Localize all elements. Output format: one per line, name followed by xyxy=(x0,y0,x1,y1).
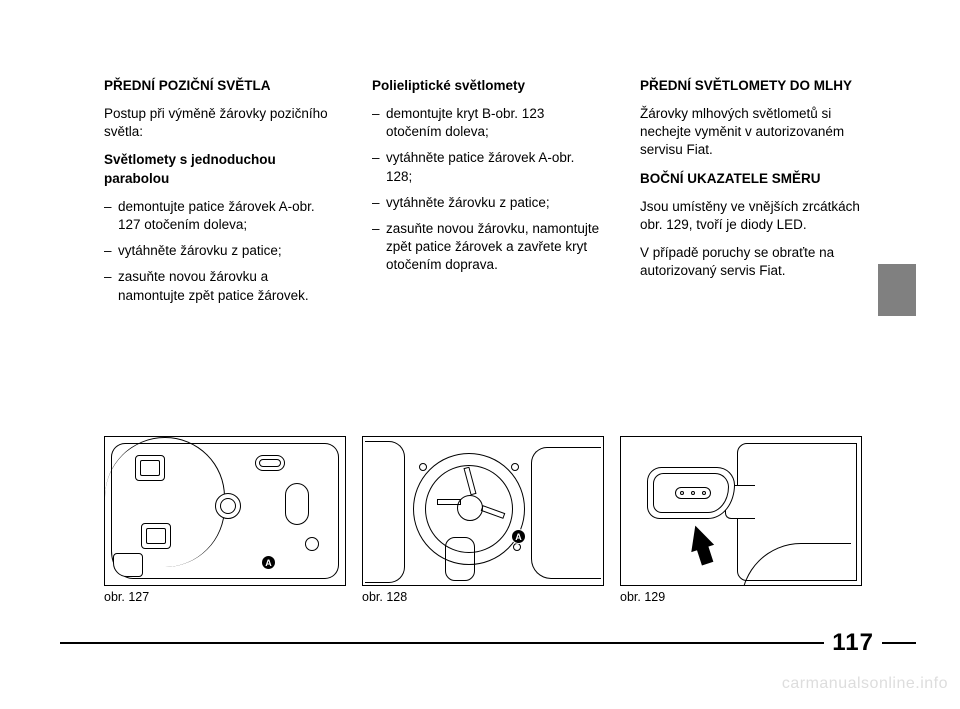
col3-heading: PŘEDNÍ SVĚTLOMETY DO MLHY xyxy=(640,78,870,95)
col3-p3: V případě poruchy se obraťte na autorizo… xyxy=(640,244,870,280)
column-2: Polieliptické světlomety demontujte kryt… xyxy=(372,78,602,313)
col3-p2: Jsou umístěny ve vnějších zrcátkách obr.… xyxy=(640,198,870,234)
footer-rule: 117 xyxy=(60,632,916,654)
col3-p1: Žárovky mlhových světlometů si nechejte … xyxy=(640,105,870,160)
page-number: 117 xyxy=(824,629,882,657)
manual-page: PŘEDNÍ POZIČNÍ SVĚTLA Postup při výměně … xyxy=(0,0,960,709)
figure-128-drawing: F0X0109m A xyxy=(362,436,604,586)
callout-a: A xyxy=(261,555,276,570)
list-item: zasuňte novou žárovku, namontujte zpět p… xyxy=(372,220,602,275)
list-item: demontujte kryt B-obr. 123 otočením dole… xyxy=(372,105,602,141)
figure-129-drawing: F0X0110m xyxy=(620,436,862,586)
col2-list: demontujte kryt B-obr. 123 otočením dole… xyxy=(372,105,602,275)
rule-line-right xyxy=(882,642,916,644)
watermark: carmanualsonline.info xyxy=(782,675,948,693)
col1-heading: PŘEDNÍ POZIČNÍ SVĚTLA xyxy=(104,78,334,95)
col2-heading: Polieliptické světlomety xyxy=(372,78,602,95)
figures-row: F0X0108m A obr. 127 F0X0109m xyxy=(104,436,862,604)
list-item: zasuňte novou žárovku a namontujte zpět … xyxy=(104,268,334,304)
list-item: vytáhněte žárovku z patice; xyxy=(372,194,602,212)
column-3: PŘEDNÍ SVĚTLOMETY DO MLHY Žárovky mlhový… xyxy=(640,78,870,313)
column-1: PŘEDNÍ POZIČNÍ SVĚTLA Postup při výměně … xyxy=(104,78,334,313)
list-item: vytáhněte žárovku z patice; xyxy=(104,242,334,260)
rule-line-left xyxy=(60,642,824,644)
col1-p1: Postup při výměně žárovky pozičního svět… xyxy=(104,105,334,141)
figure-128: F0X0109m A obr. 128 xyxy=(362,436,604,604)
col1-list: demontujte patice žárovek A-obr. 127 oto… xyxy=(104,198,334,305)
list-item: vytáhněte patice žárovek A-obr. 128; xyxy=(372,149,602,185)
turn-signal-leds xyxy=(675,487,711,499)
text-columns: PŘEDNÍ POZIČNÍ SVĚTLA Postup při výměně … xyxy=(104,78,870,313)
figure-129: F0X0110m obr. 129 xyxy=(620,436,862,604)
figure-127-drawing: F0X0108m A xyxy=(104,436,346,586)
callout-a: A xyxy=(511,529,526,544)
pointer-arrow-icon xyxy=(684,522,714,552)
list-item: demontujte patice žárovek A-obr. 127 oto… xyxy=(104,198,334,234)
section-tab xyxy=(878,264,916,316)
figure-caption: obr. 127 xyxy=(104,590,346,604)
figure-caption: obr. 129 xyxy=(620,590,862,604)
col1-subheading: Světlomety s jednoduchou parabolou xyxy=(104,151,334,187)
figure-127: F0X0108m A obr. 127 xyxy=(104,436,346,604)
col3-subheading: BOČNÍ UKAZATELE SMĚRU xyxy=(640,170,870,188)
figure-caption: obr. 128 xyxy=(362,590,604,604)
